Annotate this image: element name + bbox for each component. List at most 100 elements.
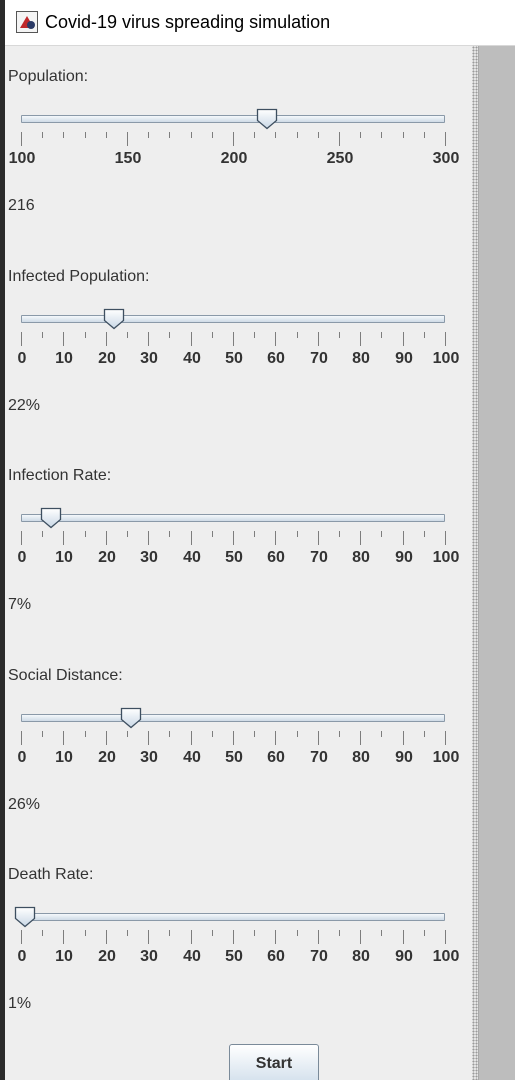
major-tick — [233, 132, 234, 146]
infection-rate-tick-label: 0 — [17, 549, 27, 566]
population-slider-thumb[interactable] — [256, 108, 278, 130]
major-tick — [360, 930, 361, 944]
slider-group-infection-rate: Infection Rate: 0 10 20 30 40 50 60 70 80 90 100 7% — [5, 467, 472, 657]
population-slider-track[interactable] — [21, 115, 445, 123]
infected-slider-track[interactable] — [21, 314, 445, 323]
minor-tick — [85, 132, 86, 138]
minor-tick — [381, 531, 382, 537]
major-tick — [360, 730, 361, 745]
major-tick — [21, 730, 22, 745]
minor-tick — [169, 730, 170, 737]
population-tick-label: 200 — [220, 150, 248, 167]
minor-tick — [212, 531, 213, 537]
minor-tick — [424, 930, 425, 936]
minor-tick — [191, 132, 192, 138]
infection-rate-slider-track[interactable] — [21, 514, 445, 522]
infected-slider-thumb[interactable] — [103, 308, 125, 330]
social-distance-tick-label: 50 — [225, 748, 243, 766]
social-distance-tick-label: 90 — [395, 748, 413, 766]
minor-tick — [212, 331, 213, 338]
social-distance-tick-label: 40 — [183, 748, 201, 766]
infected-tick-label: 40 — [183, 349, 201, 367]
minor-tick — [127, 531, 128, 537]
slider-group-population: Population: 100 150 200 250 300 216 — [5, 68, 472, 258]
infected-tick-label: 70 — [310, 349, 328, 367]
death-rate-slider-track[interactable] — [21, 913, 445, 921]
major-tick — [106, 930, 107, 944]
minor-tick — [360, 132, 361, 138]
major-tick — [21, 930, 22, 944]
minor-tick — [212, 132, 213, 138]
minor-tick — [254, 132, 255, 138]
infected-tick-label: 30 — [140, 349, 158, 367]
infection-rate-tick-label: 10 — [55, 549, 73, 566]
major-tick — [106, 730, 107, 745]
death-rate-tick-label: 70 — [310, 948, 328, 965]
infected-value: 22% — [8, 396, 41, 414]
infection-rate-tick-label: 80 — [352, 549, 370, 566]
major-tick — [233, 930, 234, 944]
minor-tick — [339, 531, 340, 537]
minor-tick — [381, 730, 382, 737]
major-tick — [148, 331, 149, 346]
minor-tick — [148, 132, 149, 138]
social-distance-tick-label: 10 — [55, 748, 73, 766]
infection-rate-tick-label: 100 — [432, 549, 460, 566]
infection-rate-tick-label: 90 — [395, 549, 413, 566]
minor-tick — [275, 132, 276, 138]
minor-tick — [339, 930, 340, 936]
minor-tick — [339, 730, 340, 737]
social-distance-tick-marks — [5, 730, 472, 749]
death-rate-slider-thumb[interactable] — [14, 906, 36, 928]
major-tick — [275, 331, 276, 346]
infection-rate-slider-thumb[interactable] — [40, 507, 62, 529]
major-tick — [191, 730, 192, 745]
infection-rate-tick-label: 30 — [140, 549, 158, 566]
major-tick — [127, 132, 128, 146]
death-rate-label: Death Rate: — [8, 866, 94, 883]
major-tick — [191, 930, 192, 944]
social-distance-slider-track[interactable] — [21, 713, 445, 722]
death-rate-value: 1% — [8, 995, 32, 1012]
window-title: Covid-19 virus spreading simulation — [45, 12, 331, 32]
major-tick — [445, 730, 446, 745]
minor-tick — [169, 930, 170, 936]
major-tick — [233, 531, 234, 545]
social-distance-slider-thumb[interactable] — [120, 707, 142, 729]
infected-tick-label: 50 — [225, 349, 243, 367]
social-distance-tick-label: 20 — [98, 748, 116, 766]
death-rate-tick-label: 0 — [17, 948, 27, 965]
infection-rate-tick-label: 60 — [267, 549, 285, 566]
minor-tick — [424, 730, 425, 737]
minor-tick — [424, 531, 425, 537]
minor-tick — [297, 730, 298, 737]
major-tick — [21, 132, 22, 146]
major-tick — [403, 331, 404, 346]
infection-rate-tick-label: 50 — [225, 549, 243, 566]
social-distance-tick-label: 100 — [432, 748, 460, 766]
major-tick — [148, 930, 149, 944]
minor-tick — [339, 331, 340, 338]
population-tick-label: 300 — [432, 150, 460, 167]
minor-tick — [297, 331, 298, 338]
major-tick — [275, 531, 276, 545]
death-rate-tick-label: 100 — [432, 948, 460, 965]
major-tick — [360, 531, 361, 545]
start-button[interactable]: Start — [229, 1044, 319, 1080]
social-distance-tick-label: 80 — [352, 748, 370, 766]
major-tick — [191, 331, 192, 346]
minor-tick — [254, 531, 255, 537]
major-tick — [63, 930, 64, 944]
major-tick — [63, 331, 64, 346]
infection-rate-tick-label: 70 — [310, 549, 328, 566]
death-rate-tick-label: 30 — [140, 948, 158, 965]
major-tick — [445, 930, 446, 944]
split-pane-divider[interactable] — [472, 46, 478, 1080]
major-tick — [148, 531, 149, 545]
population-label: Population: — [8, 68, 89, 85]
major-tick — [445, 132, 446, 146]
death-rate-tick-label: 90 — [395, 948, 413, 965]
social-distance-label: Social Distance: — [8, 666, 123, 684]
population-tick-label: 100 — [8, 150, 36, 167]
major-tick — [106, 331, 107, 346]
